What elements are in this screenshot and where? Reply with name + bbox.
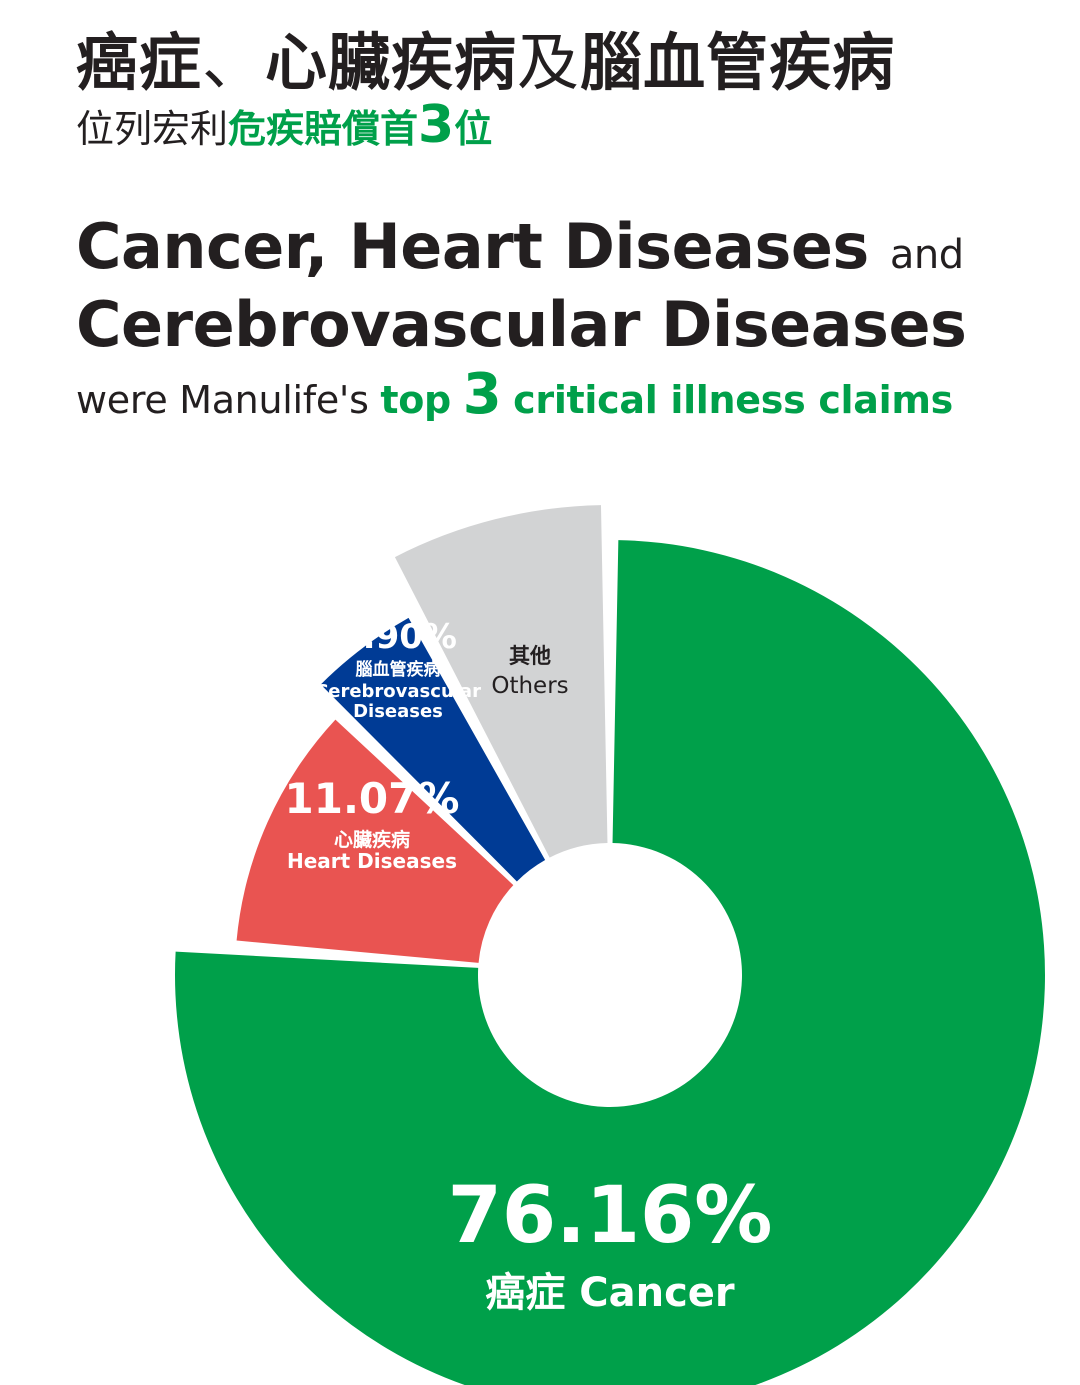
slice-others	[394, 505, 608, 858]
subtitle-en-top: top	[380, 378, 451, 422]
slice-cancer	[175, 540, 1045, 1385]
cerebro-name-zh-label: 腦血管疾病	[356, 659, 441, 680]
slice-cerebro	[320, 617, 546, 882]
subtitle-en-lead: were Manulife's	[76, 378, 369, 422]
cerebro-value-label: 4.90%	[339, 617, 457, 657]
english-title-line2: Cerebrovascular Diseases	[76, 288, 967, 361]
others-name-zh-label: 其他	[509, 644, 551, 668]
title-zh-sep: 、	[202, 26, 266, 99]
subtitle-en-tail: critical illness claims	[513, 378, 953, 422]
heart-name-en-label: Heart Diseases	[287, 849, 457, 873]
slice-heart	[236, 719, 514, 963]
cancer-value-label: 76.16%	[448, 1171, 773, 1261]
english-subtitle: were Manulife's top 3 critical illness c…	[76, 362, 953, 427]
chinese-title: 癌症、心臟疾病及腦血管疾病	[76, 12, 895, 102]
subtitle-zh-num: 3	[418, 95, 455, 155]
title-zh-part3: 腦血管疾病	[580, 26, 896, 99]
heart-value-label: 11.07%	[285, 774, 460, 823]
subtitle-zh-tail: 位	[454, 107, 493, 151]
title-zh-part1: 癌症	[76, 26, 203, 99]
others-name-en-label: Others	[491, 673, 568, 699]
cerebro-name-en-label-0: Cerebrovascular	[315, 681, 481, 702]
subtitle-zh-lead: 位列宏利	[76, 107, 229, 151]
subtitle-en-num: 3	[462, 362, 502, 427]
chinese-subtitle: 位列宏利危疾賠償首3位	[76, 95, 492, 155]
title-en-and: and	[889, 232, 964, 278]
title-en-line1: Cancer, Heart Diseases	[76, 210, 869, 283]
heart-name-zh-label: 心臟疾病	[334, 828, 410, 851]
cerebro-name-en-label-1: Diseases	[353, 701, 443, 722]
cancer-name-label: 癌症 Cancer	[485, 1270, 735, 1316]
subtitle-zh-highlight: 危疾賠償首	[228, 107, 419, 151]
english-title-line1: Cancer, Heart Diseases and	[76, 210, 964, 283]
title-zh-part2: 心臟疾病	[265, 26, 518, 99]
title-zh-conj: 及	[517, 26, 581, 99]
